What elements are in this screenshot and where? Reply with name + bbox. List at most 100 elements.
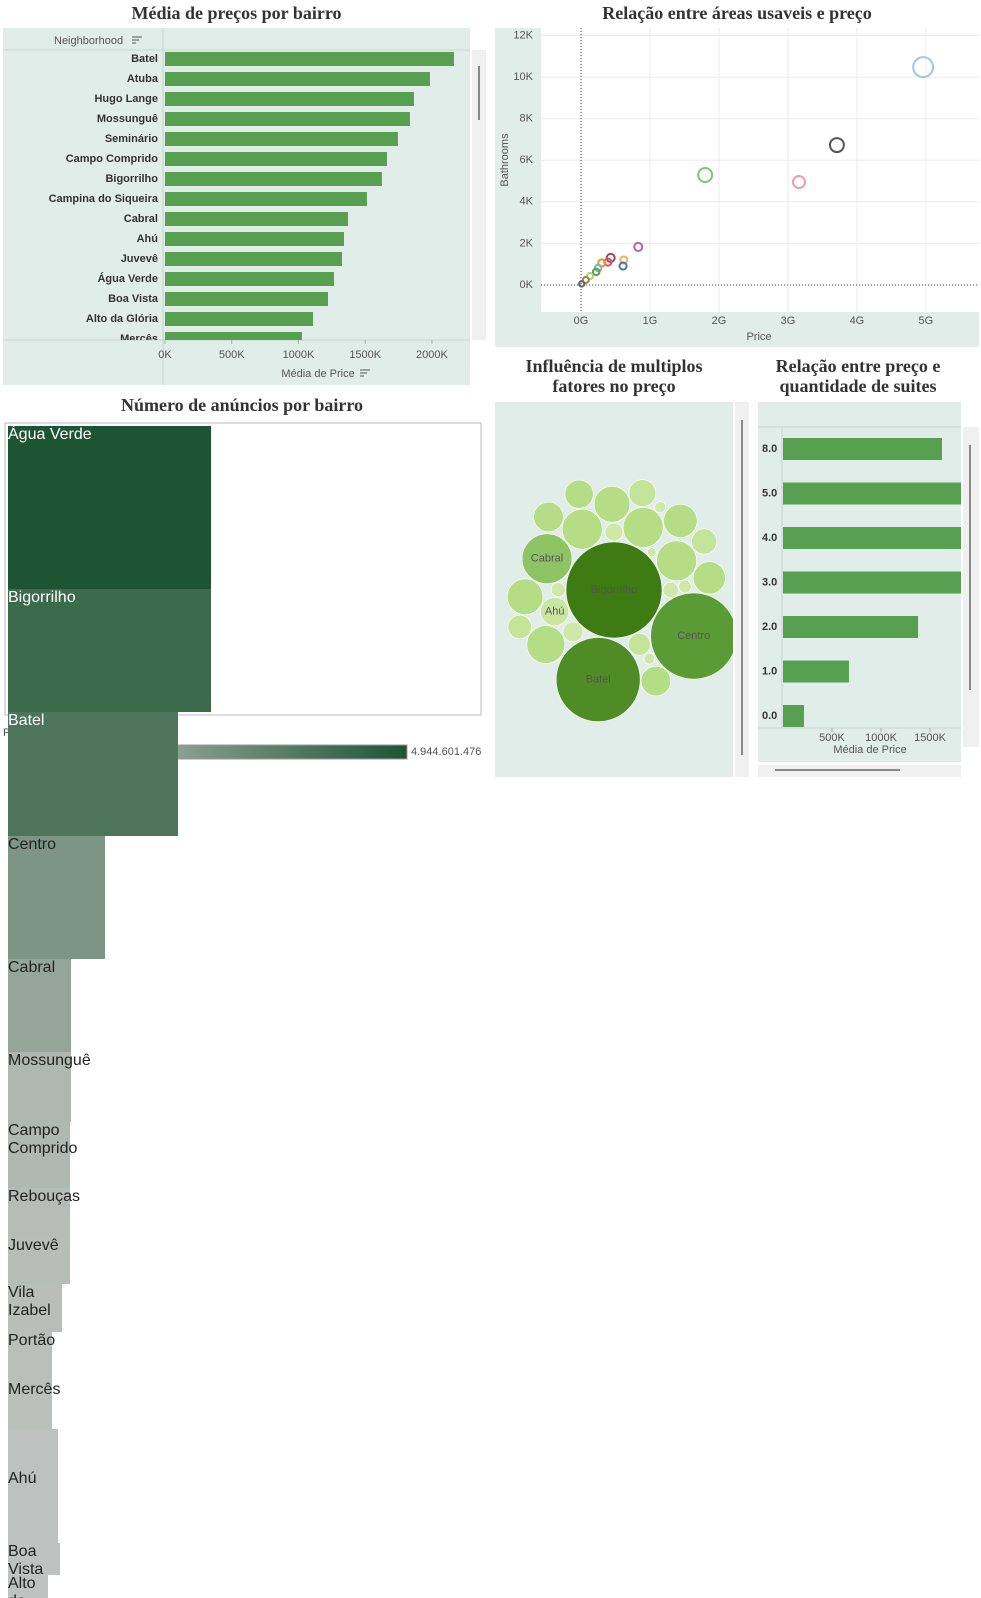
treemap-cell: Rebouças — [8, 1187, 80, 1238]
row-label: Alto da Glória — [86, 313, 159, 325]
treemap-cell: Bigorrilho — [8, 588, 212, 712]
x-tick-label: 2G — [712, 315, 727, 327]
x-tick-label: 4G — [850, 315, 865, 327]
bar — [783, 660, 849, 683]
bubble — [604, 522, 624, 542]
x-tick-label: 0G — [574, 315, 589, 327]
row-header: Neighborhood — [54, 35, 123, 47]
treemap-cell: Cabral — [8, 959, 71, 1052]
bubble-label: Cabral — [531, 553, 563, 565]
chart-title: Média de preços por bairro — [131, 3, 342, 23]
bubble — [533, 501, 564, 533]
bubble — [561, 508, 603, 550]
cell-label: Ahú — [8, 1470, 37, 1488]
row-label: 5.0 — [762, 487, 777, 499]
dashboard-canvas: Batel Atuba Hugo Lange Mossunguê Seminário Ca… — [3, 28, 979, 777]
y-tick-label: 8K — [520, 113, 534, 125]
point — [633, 241, 644, 252]
cell-label: Batel — [8, 711, 45, 729]
bubble — [564, 479, 594, 509]
y-tick-label: 0K — [520, 279, 534, 291]
sort-icon[interactable] — [132, 36, 142, 44]
bubble — [663, 503, 698, 538]
x-tick-label: 5G — [919, 315, 934, 327]
y-tick-label: 4K — [520, 196, 534, 208]
cell-label: Centro — [8, 835, 57, 853]
x-tick-label: 3G — [781, 315, 796, 327]
treemap: Água Verde Bigorrilho Batel Centro Cabral Mos… — [8, 426, 478, 1598]
bar — [165, 112, 410, 126]
bubble-plot: Bigorrilho Centro Batel Cabral Ahú — [506, 479, 733, 722]
bubble — [654, 501, 666, 513]
row-label: Juvevê — [121, 253, 158, 265]
bubble — [656, 540, 697, 582]
bubble — [526, 625, 566, 664]
bubble — [507, 614, 532, 640]
row-label: Campo Comprido — [66, 153, 159, 165]
treemap-cell: Vila Izabel — [8, 1283, 62, 1333]
row-label: 4.0 — [762, 532, 777, 544]
treemap-frame — [4, 422, 482, 716]
x-tick-label: 500K — [819, 732, 845, 744]
row-label: Água Verde — [97, 272, 158, 285]
y-tick-label: 6K — [520, 154, 534, 166]
bar — [165, 52, 454, 66]
bar — [165, 292, 328, 306]
treemap-cell: Portão — [8, 1332, 56, 1381]
bar — [165, 192, 367, 206]
row-label: Boa Vista — [108, 293, 159, 305]
row-label: Seminário — [105, 133, 158, 145]
bubble — [562, 621, 584, 643]
cell-label: Mercês — [8, 1380, 61, 1398]
bar — [783, 438, 942, 460]
bar — [783, 527, 961, 549]
y-tick-label: 2K — [520, 237, 534, 249]
x-tick-label: 0K — [158, 349, 172, 361]
bubble — [628, 479, 657, 507]
row-label: Ahú — [137, 233, 158, 245]
point — [828, 137, 845, 154]
bubble — [678, 579, 692, 594]
bubble — [521, 533, 573, 584]
x-tick-label: 1000K — [865, 732, 897, 744]
cell-label: Portão — [8, 1332, 56, 1350]
point — [581, 275, 590, 284]
cell-label: Boa Vista — [8, 1543, 44, 1579]
cell-label: Água Verde — [8, 426, 92, 443]
point — [618, 261, 628, 271]
bubble-label: Centro — [677, 630, 710, 642]
bar — [165, 72, 430, 86]
point — [912, 56, 935, 79]
sort-icon[interactable] — [360, 369, 370, 377]
bubble — [640, 665, 672, 697]
treemap-cell: Ahú — [8, 1470, 58, 1508]
point — [791, 175, 806, 190]
point — [585, 272, 594, 281]
x-axis-title: Média de Price — [833, 744, 906, 756]
bubble — [593, 486, 631, 523]
bubble — [662, 581, 679, 599]
bar — [165, 252, 342, 266]
y-tick-label: 12K — [513, 29, 533, 41]
x-axis-title: Média de Price — [281, 368, 354, 380]
treemap-cell: Centro — [8, 835, 106, 960]
x-tick-label: 500K — [219, 349, 245, 361]
bubble — [643, 652, 656, 665]
x-tick-label: 1500K — [349, 349, 381, 361]
treemap-cell: Juvevê — [8, 1237, 70, 1284]
treemap-cell: Boa Vista — [8, 1543, 60, 1578]
scrollbar[interactable] — [472, 50, 486, 340]
x-tick-label: 1G — [643, 315, 658, 327]
x-tick-label: 1500K — [914, 732, 946, 744]
bubble — [565, 541, 663, 639]
chart-title: Influência de multiplos fatores no preço — [525, 356, 703, 396]
bubble — [647, 547, 657, 557]
bar-plot: 8.0 5.0 4.0 3.0 2.0 1.0 0.0 — [762, 438, 961, 727]
chart-title: Relação entre áreas usaveis e preço — [602, 3, 872, 23]
plot-area — [541, 28, 979, 312]
bubble — [555, 637, 641, 722]
bar — [165, 312, 314, 326]
treemap-cell — [8, 1507, 58, 1544]
x-axis-title: Price — [746, 331, 771, 343]
